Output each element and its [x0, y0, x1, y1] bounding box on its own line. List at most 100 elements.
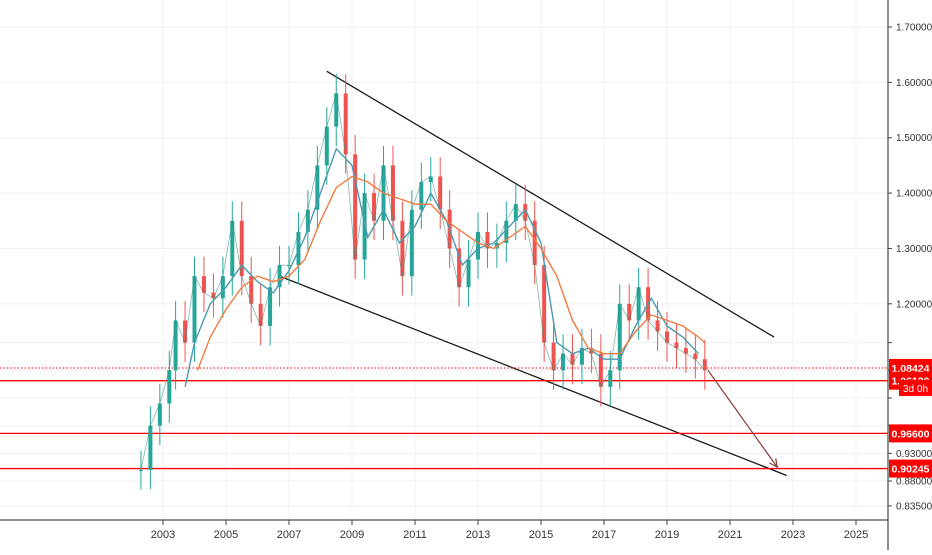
trendline — [326, 70, 775, 338]
price-candle — [390, 165, 395, 221]
price-candle — [201, 276, 206, 293]
price-candle — [362, 193, 367, 260]
countdown-badge: 3d 0h — [899, 379, 932, 396]
price-candle — [157, 403, 162, 426]
series — [138, 74, 707, 490]
price-candle — [608, 370, 613, 387]
price-candle — [504, 220, 509, 243]
projection-arrowhead — [769, 458, 779, 469]
x-tick-label: 2003 — [151, 529, 175, 541]
countdown-badge-bg — [899, 379, 932, 396]
price-badge-bg — [889, 459, 932, 478]
price-candle — [249, 276, 254, 304]
moving-average-fast — [184, 147, 700, 388]
price-candle — [148, 425, 153, 470]
x-axis: 2003 2005 2007 2009 2011 2013 2015 2017 2019 2021… — [151, 520, 868, 541]
price-candle — [400, 220, 405, 277]
price-candle — [220, 276, 225, 299]
price-badge-label: 0.90245 — [892, 464, 930, 476]
projection-arrow — [707, 369, 779, 469]
price-candle — [579, 348, 584, 365]
price-candle — [211, 292, 216, 299]
price-candle — [428, 176, 433, 183]
price-candle — [167, 370, 172, 404]
price-candle — [702, 359, 707, 371]
x-tick-label: 2021 — [718, 529, 742, 541]
y-tick-label: 1.60000 — [896, 78, 932, 89]
price-candle — [268, 287, 273, 326]
price-candle — [296, 231, 301, 266]
y-tick-label: 1.40000 — [896, 189, 932, 200]
price-candle — [457, 248, 462, 288]
x-tick-label: 2013 — [466, 529, 490, 541]
price-candle — [277, 265, 282, 288]
price-candle — [438, 176, 443, 210]
price-candle — [138, 469, 143, 471]
y-tick-label: 1.70000 — [896, 23, 932, 34]
price-candle — [655, 320, 660, 332]
countdown-badge-label: 3d 0h — [903, 384, 928, 395]
price-candle — [258, 303, 263, 326]
price-candle — [570, 353, 575, 365]
y-tick-label: 1.50000 — [896, 133, 932, 144]
price-candle — [315, 165, 320, 210]
price-candle — [192, 276, 197, 343]
price-candle — [239, 220, 244, 277]
price-candle — [324, 126, 329, 166]
price-candle — [636, 287, 641, 321]
trendlines — [279, 70, 787, 477]
price-badge-label: 0.96600 — [892, 428, 930, 440]
price-candle — [353, 154, 358, 260]
price-candle — [542, 265, 547, 343]
price-line — [140, 93, 706, 470]
projection-line — [707, 369, 778, 468]
x-tick-label: 2019 — [655, 529, 679, 541]
y-tick-label: 1.30000 — [896, 244, 932, 255]
x-tick-label: 2007 — [277, 529, 301, 541]
y-tick-label: 0.93000 — [896, 449, 932, 460]
x-tick-label: 2017 — [592, 529, 616, 541]
x-tick-label: 2025 — [844, 529, 868, 541]
trendline — [279, 275, 787, 477]
price-candle — [372, 193, 377, 221]
price-candle — [551, 342, 556, 371]
price-candle — [287, 265, 291, 267]
price-candle — [419, 182, 424, 210]
price-candle — [627, 303, 632, 321]
x-tick-label: 2009 — [340, 529, 364, 541]
x-tick-label: 2015 — [529, 529, 553, 541]
y-tick-label: 0.88000 — [896, 477, 932, 488]
price-candle — [523, 204, 528, 221]
price-candle — [476, 231, 480, 260]
price-candle — [693, 353, 698, 360]
price-badge-bg — [889, 424, 932, 443]
price-candle — [343, 93, 348, 155]
price-candle — [561, 353, 566, 371]
price-candle — [532, 220, 537, 266]
price-candle — [173, 320, 178, 371]
grid — [0, 0, 888, 520]
y-tick-label: 1.20000 — [896, 299, 932, 310]
price-badge: 0.96600 — [889, 424, 932, 443]
price-candle — [409, 209, 414, 277]
price-candle — [485, 231, 490, 249]
price-candle — [466, 259, 471, 288]
price-candle — [513, 204, 518, 221]
y-tick-label: 0.83500 — [896, 501, 932, 512]
price-candle — [598, 353, 603, 387]
x-tick-label: 2011 — [403, 529, 427, 541]
price-candle — [305, 209, 310, 232]
price-candle — [183, 320, 188, 343]
x-tick-label: 2005 — [214, 529, 238, 541]
price-candle — [230, 220, 235, 277]
price-candle — [665, 331, 669, 343]
moving-average-slow — [196, 175, 706, 371]
x-tick-label: 2023 — [781, 529, 805, 541]
price-candle — [683, 348, 688, 354]
price-badge: 0.90245 — [889, 459, 932, 478]
price-candle — [674, 342, 679, 349]
price-candle — [334, 93, 339, 127]
